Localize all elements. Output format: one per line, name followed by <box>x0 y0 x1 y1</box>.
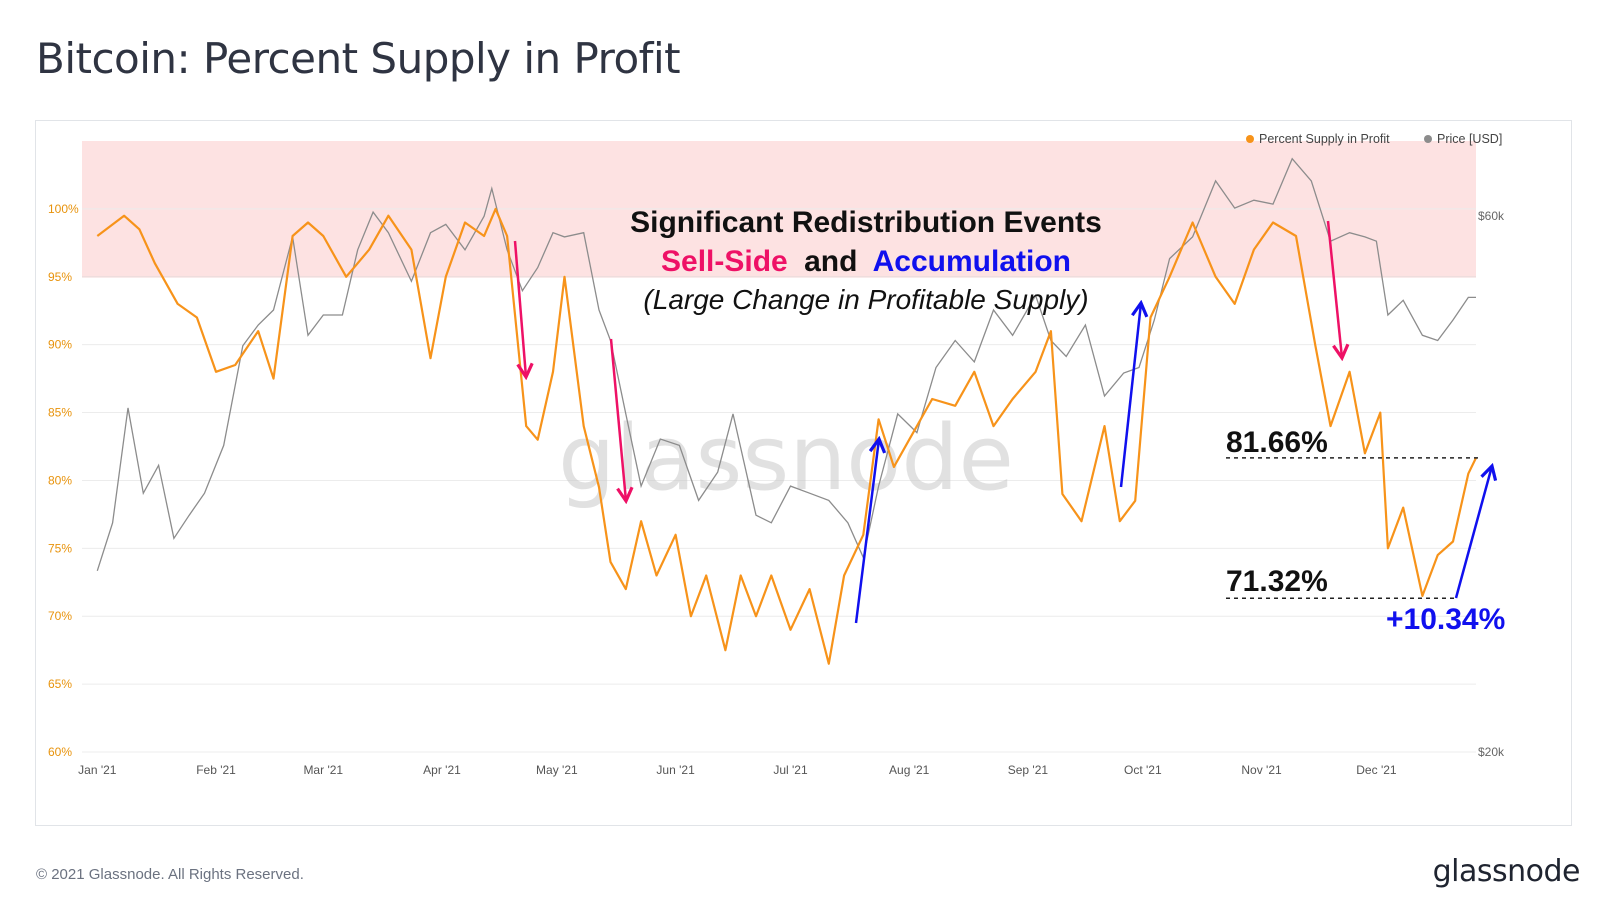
y-right-tick: $20k <box>1478 745 1505 759</box>
x-tick: Jul '21 <box>773 763 808 777</box>
level-low-label: 71.32% <box>1226 565 1328 598</box>
y-left-tick: 70% <box>48 609 72 623</box>
accumulation-arrow-2 <box>1119 303 1141 488</box>
change-label: +10.34% <box>1386 603 1505 636</box>
y-left-tick: 95% <box>48 270 72 284</box>
page-title: Bitcoin: Percent Supply in Profit <box>36 34 681 83</box>
y-left-tick: 85% <box>48 406 72 420</box>
x-tick: Jun '21 <box>656 763 695 777</box>
x-axis: Jan '21 Feb '21 Mar '21 Apr '21 May '21 Jun '… <box>78 763 1397 777</box>
x-tick: Jan '21 <box>78 763 117 777</box>
legend: Percent Supply in Profit Price [USD] <box>1246 132 1502 146</box>
price-series-line <box>96 157 1476 571</box>
sell-side-arrow-3 <box>1326 220 1342 358</box>
grid-lines <box>82 208 1476 753</box>
x-tick: Feb '21 <box>196 763 236 777</box>
y-left-tick: 60% <box>48 745 72 759</box>
x-tick: Aug '21 <box>889 763 930 777</box>
x-tick: Dec '21 <box>1356 763 1397 777</box>
and-label: and <box>804 245 857 278</box>
legend-price-dot <box>1424 135 1432 143</box>
y-left-tick: 75% <box>48 541 72 555</box>
legend-supply-dot <box>1246 135 1254 143</box>
sell-side-arrow-2 <box>609 338 626 501</box>
y-left-tick: 80% <box>48 473 72 487</box>
legend-price-label: Price [USD] <box>1437 132 1502 146</box>
chart-svg: 100% 95% 90% 85% 80% 75% 70% 65% 60% $60k $20k Ja… <box>48 132 1505 777</box>
annotation-headline: Significant Redistribution Events <box>630 206 1102 239</box>
y-left-tick: 90% <box>48 338 72 352</box>
x-tick: Apr '21 <box>423 763 461 777</box>
y-left-tick: 100% <box>48 202 79 216</box>
y-left-tick: 65% <box>48 677 72 691</box>
x-tick: May '21 <box>536 763 578 777</box>
accumulation-arrow-1 <box>854 439 879 624</box>
accumulation-arrow-3 <box>1454 466 1492 599</box>
x-tick: Nov '21 <box>1241 763 1282 777</box>
x-tick: Oct '21 <box>1124 763 1162 777</box>
glassnode-logo: glassnode <box>1432 854 1581 889</box>
level-high-label: 81.66% <box>1226 426 1328 459</box>
y-right-tick: $60k <box>1478 209 1505 223</box>
footer-copyright: © 2021 Glassnode. All Rights Reserved. <box>36 866 304 883</box>
legend-supply-label: Percent Supply in Profit <box>1259 132 1390 146</box>
sell-side-label: Sell-Side <box>661 245 788 278</box>
x-tick: Sep '21 <box>1008 763 1049 777</box>
annotation-line2: Sell-Side and Accumulation <box>661 245 1071 278</box>
x-tick: Mar '21 <box>303 763 343 777</box>
left-axis: 100% 95% 90% 85% 80% 75% 70% 65% 60% <box>48 202 79 759</box>
sell-side-arrow-1 <box>513 240 526 377</box>
accumulation-label: Accumulation <box>873 245 1071 278</box>
right-axis: $60k $20k <box>1478 209 1505 759</box>
chart-frame: 100% 95% 90% 85% 80% 75% 70% 65% 60% $60k $20k Ja… <box>35 120 1572 826</box>
supply-series-line <box>96 207 1477 665</box>
annotation-subtitle: (Large Change in Profitable Supply) <box>643 284 1088 315</box>
